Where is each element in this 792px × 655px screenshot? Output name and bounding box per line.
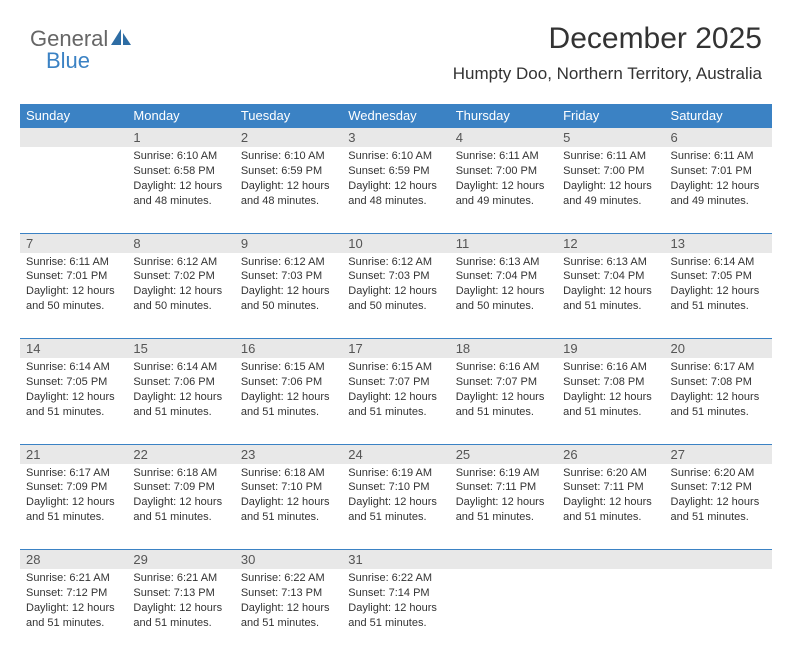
day-number-cell: 1 <box>127 128 234 148</box>
day-number-cell: 16 <box>235 339 342 359</box>
day-header: Saturday <box>665 104 772 128</box>
day-detail-cell: Sunrise: 6:19 AMSunset: 7:11 PMDaylight:… <box>450 464 557 550</box>
location-label: Humpty Doo, Northern Territory, Australi… <box>453 64 762 84</box>
day-detail-cell: Sunrise: 6:14 AMSunset: 7:05 PMDaylight:… <box>20 358 127 444</box>
week-number-row: 21222324252627 <box>20 444 772 464</box>
week-number-row: 123456 <box>20 128 772 148</box>
day-header: Monday <box>127 104 234 128</box>
day-number-cell: 4 <box>450 128 557 148</box>
day-detail-cell: Sunrise: 6:10 AMSunset: 6:58 PMDaylight:… <box>127 147 234 233</box>
day-detail-cell: Sunrise: 6:20 AMSunset: 7:11 PMDaylight:… <box>557 464 664 550</box>
day-number-cell: 11 <box>450 233 557 253</box>
day-number-cell: 15 <box>127 339 234 359</box>
day-number-cell: 31 <box>342 550 449 570</box>
day-detail-cell: Sunrise: 6:17 AMSunset: 7:09 PMDaylight:… <box>20 464 127 550</box>
calendar-table: SundayMondayTuesdayWednesdayThursdayFrid… <box>20 104 772 655</box>
day-detail-cell: Sunrise: 6:14 AMSunset: 7:05 PMDaylight:… <box>665 253 772 339</box>
day-number-cell: 21 <box>20 444 127 464</box>
day-detail-cell: Sunrise: 6:12 AMSunset: 7:03 PMDaylight:… <box>235 253 342 339</box>
day-detail-cell: Sunrise: 6:21 AMSunset: 7:13 PMDaylight:… <box>127 569 234 655</box>
day-number-cell: 2 <box>235 128 342 148</box>
day-number-cell: 27 <box>665 444 772 464</box>
page-title: December 2025 <box>453 22 762 56</box>
day-detail-cell: Sunrise: 6:11 AMSunset: 7:01 PMDaylight:… <box>665 147 772 233</box>
day-number-cell: 12 <box>557 233 664 253</box>
day-number-cell: 26 <box>557 444 664 464</box>
week-number-row: 28293031 <box>20 550 772 570</box>
day-number-cell: 10 <box>342 233 449 253</box>
day-number-cell: 28 <box>20 550 127 570</box>
week-detail-row: Sunrise: 6:21 AMSunset: 7:12 PMDaylight:… <box>20 569 772 655</box>
day-number-cell <box>665 550 772 570</box>
day-detail-cell: Sunrise: 6:11 AMSunset: 7:01 PMDaylight:… <box>20 253 127 339</box>
day-detail-cell: Sunrise: 6:15 AMSunset: 7:06 PMDaylight:… <box>235 358 342 444</box>
day-number-cell: 7 <box>20 233 127 253</box>
day-detail-cell: Sunrise: 6:12 AMSunset: 7:03 PMDaylight:… <box>342 253 449 339</box>
day-detail-cell: Sunrise: 6:11 AMSunset: 7:00 PMDaylight:… <box>450 147 557 233</box>
header: December 2025 Humpty Doo, Northern Terri… <box>453 22 762 84</box>
day-detail-cell: Sunrise: 6:13 AMSunset: 7:04 PMDaylight:… <box>557 253 664 339</box>
day-detail-cell: Sunrise: 6:22 AMSunset: 7:14 PMDaylight:… <box>342 569 449 655</box>
day-number-cell <box>450 550 557 570</box>
day-number-cell: 9 <box>235 233 342 253</box>
day-detail-cell: Sunrise: 6:13 AMSunset: 7:04 PMDaylight:… <box>450 253 557 339</box>
day-number-cell <box>557 550 664 570</box>
day-number-cell: 19 <box>557 339 664 359</box>
day-detail-cell: Sunrise: 6:16 AMSunset: 7:07 PMDaylight:… <box>450 358 557 444</box>
day-detail-cell <box>450 569 557 655</box>
day-number-cell: 23 <box>235 444 342 464</box>
day-detail-cell <box>665 569 772 655</box>
week-number-row: 14151617181920 <box>20 339 772 359</box>
day-detail-cell: Sunrise: 6:20 AMSunset: 7:12 PMDaylight:… <box>665 464 772 550</box>
day-number-cell: 14 <box>20 339 127 359</box>
day-number-cell: 18 <box>450 339 557 359</box>
day-number-cell: 20 <box>665 339 772 359</box>
day-number-cell: 3 <box>342 128 449 148</box>
day-header: Tuesday <box>235 104 342 128</box>
day-detail-cell <box>557 569 664 655</box>
day-detail-cell: Sunrise: 6:10 AMSunset: 6:59 PMDaylight:… <box>342 147 449 233</box>
day-detail-cell: Sunrise: 6:12 AMSunset: 7:02 PMDaylight:… <box>127 253 234 339</box>
day-header: Thursday <box>450 104 557 128</box>
day-number-cell: 5 <box>557 128 664 148</box>
day-number-cell: 29 <box>127 550 234 570</box>
day-detail-cell: Sunrise: 6:15 AMSunset: 7:07 PMDaylight:… <box>342 358 449 444</box>
day-number-cell: 8 <box>127 233 234 253</box>
day-number-cell: 17 <box>342 339 449 359</box>
day-detail-cell: Sunrise: 6:14 AMSunset: 7:06 PMDaylight:… <box>127 358 234 444</box>
day-detail-cell: Sunrise: 6:18 AMSunset: 7:10 PMDaylight:… <box>235 464 342 550</box>
day-header: Sunday <box>20 104 127 128</box>
day-number-cell: 6 <box>665 128 772 148</box>
day-number-cell: 13 <box>665 233 772 253</box>
day-detail-cell <box>20 147 127 233</box>
day-detail-cell: Sunrise: 6:17 AMSunset: 7:08 PMDaylight:… <box>665 358 772 444</box>
logo-sail-icon <box>110 28 132 46</box>
day-detail-cell: Sunrise: 6:11 AMSunset: 7:00 PMDaylight:… <box>557 147 664 233</box>
day-header: Friday <box>557 104 664 128</box>
week-detail-row: Sunrise: 6:11 AMSunset: 7:01 PMDaylight:… <box>20 253 772 339</box>
day-header: Wednesday <box>342 104 449 128</box>
week-number-row: 78910111213 <box>20 233 772 253</box>
day-detail-cell: Sunrise: 6:18 AMSunset: 7:09 PMDaylight:… <box>127 464 234 550</box>
week-detail-row: Sunrise: 6:10 AMSunset: 6:58 PMDaylight:… <box>20 147 772 233</box>
day-header-row: SundayMondayTuesdayWednesdayThursdayFrid… <box>20 104 772 128</box>
week-detail-row: Sunrise: 6:14 AMSunset: 7:05 PMDaylight:… <box>20 358 772 444</box>
day-number-cell: 22 <box>127 444 234 464</box>
day-detail-cell: Sunrise: 6:21 AMSunset: 7:12 PMDaylight:… <box>20 569 127 655</box>
day-detail-cell: Sunrise: 6:16 AMSunset: 7:08 PMDaylight:… <box>557 358 664 444</box>
day-number-cell: 24 <box>342 444 449 464</box>
day-number-cell: 25 <box>450 444 557 464</box>
day-detail-cell: Sunrise: 6:22 AMSunset: 7:13 PMDaylight:… <box>235 569 342 655</box>
day-detail-cell: Sunrise: 6:19 AMSunset: 7:10 PMDaylight:… <box>342 464 449 550</box>
day-detail-cell: Sunrise: 6:10 AMSunset: 6:59 PMDaylight:… <box>235 147 342 233</box>
week-detail-row: Sunrise: 6:17 AMSunset: 7:09 PMDaylight:… <box>20 464 772 550</box>
day-number-cell: 30 <box>235 550 342 570</box>
day-number-cell <box>20 128 127 148</box>
logo-text-2: Blue <box>46 48 90 74</box>
